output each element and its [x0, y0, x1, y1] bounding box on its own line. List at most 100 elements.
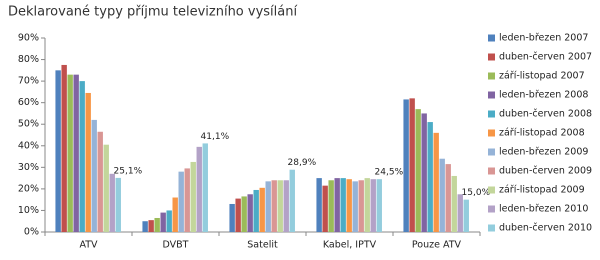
legend-label: leden-březen 2010	[499, 204, 588, 215]
y-tick-label: 20%	[18, 183, 39, 194]
data-label: 41,1%	[201, 132, 230, 142]
bar	[289, 169, 295, 232]
legend-swatch	[488, 148, 495, 156]
legend-label: leden-březen 2007	[499, 33, 588, 44]
legend-swatch	[488, 53, 495, 61]
y-tick-label: 90%	[18, 33, 39, 44]
legend-label: leden-březen 2008	[499, 90, 588, 101]
x-tick-label: ATV	[79, 240, 98, 251]
bar	[196, 146, 202, 232]
legend-swatch	[488, 34, 495, 42]
bar	[364, 178, 370, 232]
legend-label: září-listopad 2007	[499, 71, 585, 82]
bar	[358, 180, 364, 232]
bar	[352, 181, 358, 232]
legend-label: září-listopad 2009	[499, 185, 585, 196]
legend-swatch	[488, 224, 495, 232]
bar	[253, 189, 259, 232]
bar	[451, 175, 457, 232]
legend-label: září-listopad 2008	[499, 128, 585, 139]
bar	[154, 217, 160, 232]
y-tick-label: 60%	[18, 97, 39, 108]
bar	[463, 199, 469, 232]
data-label: 28,9%	[288, 158, 317, 168]
bar	[166, 210, 172, 232]
data-label: 15,0%	[462, 188, 491, 198]
bar	[415, 109, 421, 232]
bar	[445, 164, 451, 232]
bar	[457, 194, 463, 232]
bar	[439, 158, 445, 232]
bar	[277, 180, 283, 232]
bar	[79, 81, 85, 232]
legend-label: duben-červen 2010	[499, 223, 592, 234]
y-tick-label: 70%	[18, 76, 39, 87]
legend-swatch	[488, 110, 495, 118]
bar	[172, 197, 178, 232]
legend-swatch	[488, 91, 495, 99]
bar	[433, 132, 439, 232]
bar	[259, 187, 265, 232]
bar	[85, 92, 91, 232]
bar	[328, 180, 334, 232]
bar	[334, 178, 340, 232]
legend-swatch	[488, 167, 495, 175]
y-tick-label: 0%	[24, 227, 39, 238]
bar	[235, 198, 241, 232]
bar	[184, 168, 190, 232]
bar	[103, 144, 109, 232]
legend-swatch	[488, 72, 495, 80]
legend-label: duben-červen 2008	[499, 109, 592, 120]
bar	[73, 74, 79, 233]
bar	[142, 221, 148, 232]
bar	[115, 177, 121, 232]
bar	[109, 173, 115, 232]
bar	[247, 194, 253, 232]
bar	[91, 119, 97, 232]
legend-label: duben-červen 2009	[499, 166, 592, 177]
y-tick-label: 10%	[18, 205, 39, 216]
bar	[283, 180, 289, 232]
legend-swatch	[488, 205, 495, 213]
legend-label: leden-březen 2009	[499, 147, 588, 158]
y-tick-label: 80%	[18, 54, 39, 65]
bar	[322, 185, 328, 232]
x-tick-label: Satelit	[247, 240, 278, 251]
bar	[316, 178, 322, 232]
bar	[148, 220, 154, 232]
bar	[376, 179, 382, 232]
legend-swatch	[488, 129, 495, 137]
bar	[241, 196, 247, 232]
bar	[265, 181, 271, 232]
x-tick-label: DVBT	[163, 240, 189, 251]
bar	[403, 99, 409, 232]
y-tick-label: 30%	[18, 162, 39, 173]
y-tick-label: 40%	[18, 140, 39, 151]
x-tick-label: Kabel, IPTV	[323, 240, 377, 251]
data-label: 25,1%	[114, 166, 143, 176]
bar	[271, 180, 277, 232]
data-label: 24,5%	[375, 168, 404, 178]
bar	[409, 98, 415, 232]
bar	[202, 143, 208, 232]
bar	[427, 122, 433, 232]
bar	[160, 212, 166, 232]
bar	[340, 178, 346, 232]
bar	[190, 161, 196, 232]
legend-swatch	[488, 186, 495, 194]
bar	[178, 171, 184, 232]
bar	[55, 70, 61, 232]
bar	[229, 203, 235, 232]
bar	[67, 74, 73, 233]
y-tick-label: 50%	[18, 119, 39, 130]
bar	[421, 113, 427, 232]
bar	[346, 179, 352, 232]
bar	[370, 179, 376, 232]
legend-label: duben-červen 2007	[499, 52, 592, 63]
bar	[97, 131, 103, 232]
chart-title: Deklarované typy příjmu televizního vysí…	[8, 5, 297, 20]
x-tick-label: Pouze ATV	[412, 240, 462, 251]
bar	[61, 64, 67, 232]
